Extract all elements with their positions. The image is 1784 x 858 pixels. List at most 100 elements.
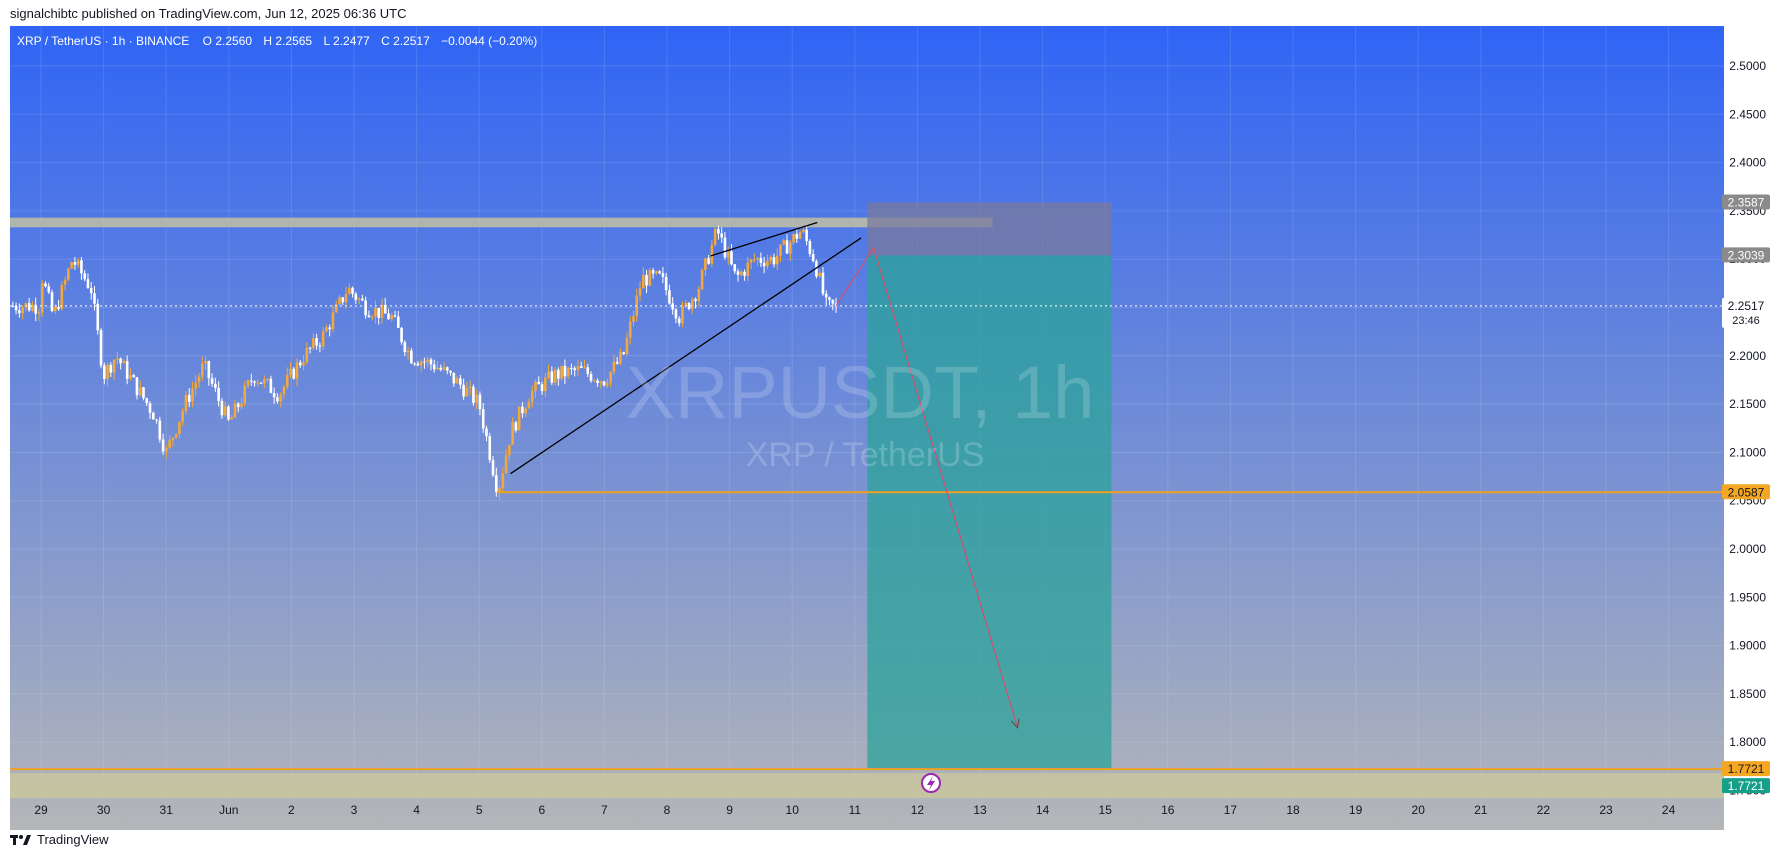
candle bbox=[40, 280, 44, 317]
candle bbox=[285, 367, 289, 390]
watermark-sub: XRP / TetherUS bbox=[746, 436, 985, 474]
candle bbox=[684, 300, 688, 308]
candle bbox=[694, 297, 697, 309]
candle bbox=[249, 373, 253, 386]
candle bbox=[753, 253, 756, 263]
candle bbox=[465, 382, 469, 398]
candle bbox=[730, 244, 733, 266]
candle bbox=[700, 268, 704, 291]
candle bbox=[204, 356, 207, 370]
candle bbox=[334, 300, 338, 313]
candle bbox=[161, 433, 165, 455]
candle bbox=[289, 362, 292, 379]
candle bbox=[831, 299, 835, 311]
candle bbox=[50, 289, 54, 313]
candle bbox=[292, 367, 296, 380]
candle bbox=[815, 259, 818, 279]
candle bbox=[129, 368, 132, 381]
projection-path[interactable] bbox=[835, 246, 1019, 728]
svg-text:XRP / TetherUS · 1h · BINANCE: XRP / TetherUS · 1h · BINANCE O 2.2560 H… bbox=[17, 34, 537, 48]
candle bbox=[762, 256, 766, 274]
candle bbox=[811, 249, 815, 263]
legend-close-label: C bbox=[381, 34, 390, 48]
candle bbox=[374, 300, 377, 324]
candle bbox=[527, 398, 531, 409]
candle bbox=[432, 359, 436, 373]
candle bbox=[344, 286, 348, 309]
x-tick-label: 23 bbox=[1599, 803, 1613, 817]
candle bbox=[687, 302, 691, 311]
candle bbox=[599, 380, 603, 389]
candle bbox=[524, 406, 527, 417]
candle bbox=[207, 360, 211, 386]
x-tick-label: 21 bbox=[1474, 803, 1488, 817]
candle bbox=[416, 361, 420, 367]
x-tick-label: 14 bbox=[1036, 803, 1050, 817]
candle bbox=[462, 378, 465, 400]
candle bbox=[328, 324, 331, 337]
price-axis[interactable]: 2.50002.45002.40002.35002.30002.25002.20… bbox=[1729, 59, 1766, 798]
x-tick-label: 29 bbox=[34, 803, 48, 817]
candle bbox=[96, 298, 100, 335]
candle bbox=[276, 393, 279, 404]
candle bbox=[668, 284, 671, 305]
candle bbox=[615, 356, 619, 365]
footer-brand-label: TradingView bbox=[37, 832, 109, 847]
y-tick-label: 1.8500 bbox=[1729, 687, 1766, 701]
candle bbox=[178, 421, 181, 439]
candle bbox=[746, 256, 750, 282]
time-axis[interactable]: 29 30 31 Jun 2 3 4 5 6 7 8 9 10 11 12 13 14 15 16 17 18 19 20 2… bbox=[34, 803, 1675, 817]
tradingview-brand[interactable]: TradingView bbox=[10, 832, 109, 847]
candle bbox=[638, 281, 642, 302]
candle bbox=[707, 254, 710, 265]
price-level-badge: 2.2517 23:46 bbox=[1722, 297, 1770, 328]
candle bbox=[191, 381, 194, 408]
x-tick-label: Jun bbox=[219, 803, 238, 817]
candle bbox=[759, 252, 763, 267]
candle bbox=[347, 283, 351, 295]
candle bbox=[697, 285, 701, 307]
alert-icon[interactable] bbox=[921, 773, 941, 793]
y-tick-label: 1.8000 bbox=[1729, 735, 1766, 749]
candle bbox=[795, 229, 799, 243]
candle bbox=[651, 267, 655, 279]
candle bbox=[641, 267, 645, 289]
wedge-upper-line[interactable] bbox=[710, 221, 818, 257]
candle bbox=[775, 248, 779, 271]
candle bbox=[494, 467, 498, 497]
wedge-lower-line[interactable] bbox=[510, 237, 862, 475]
candle bbox=[400, 326, 403, 345]
resistance-zone[interactable] bbox=[10, 217, 993, 228]
grid bbox=[10, 26, 1724, 800]
y-tick-label: 2.1500 bbox=[1729, 397, 1766, 411]
candle bbox=[21, 305, 24, 320]
candle bbox=[413, 362, 416, 367]
candle bbox=[99, 327, 103, 369]
candle bbox=[553, 367, 557, 386]
candle bbox=[321, 327, 325, 350]
candle bbox=[449, 370, 452, 376]
x-tick-label: 31 bbox=[160, 803, 174, 817]
candle bbox=[230, 414, 233, 420]
candle bbox=[406, 346, 410, 360]
candle bbox=[677, 316, 681, 327]
candle bbox=[240, 397, 243, 410]
stop-loss-zone[interactable] bbox=[867, 202, 1112, 256]
candle bbox=[142, 386, 145, 401]
y-tick-label: 2.2000 bbox=[1729, 349, 1766, 363]
take-profit-zone[interactable] bbox=[867, 255, 1112, 770]
candle bbox=[272, 387, 276, 404]
candle bbox=[210, 373, 214, 387]
candle bbox=[429, 357, 433, 371]
candle bbox=[37, 309, 41, 322]
candle bbox=[34, 297, 37, 322]
candle bbox=[772, 253, 776, 268]
candle bbox=[351, 286, 354, 298]
candle bbox=[253, 380, 256, 387]
candle bbox=[648, 268, 652, 286]
target-zone-band bbox=[10, 773, 1724, 798]
candle bbox=[223, 401, 227, 417]
candle bbox=[739, 269, 743, 277]
candle bbox=[315, 333, 318, 350]
